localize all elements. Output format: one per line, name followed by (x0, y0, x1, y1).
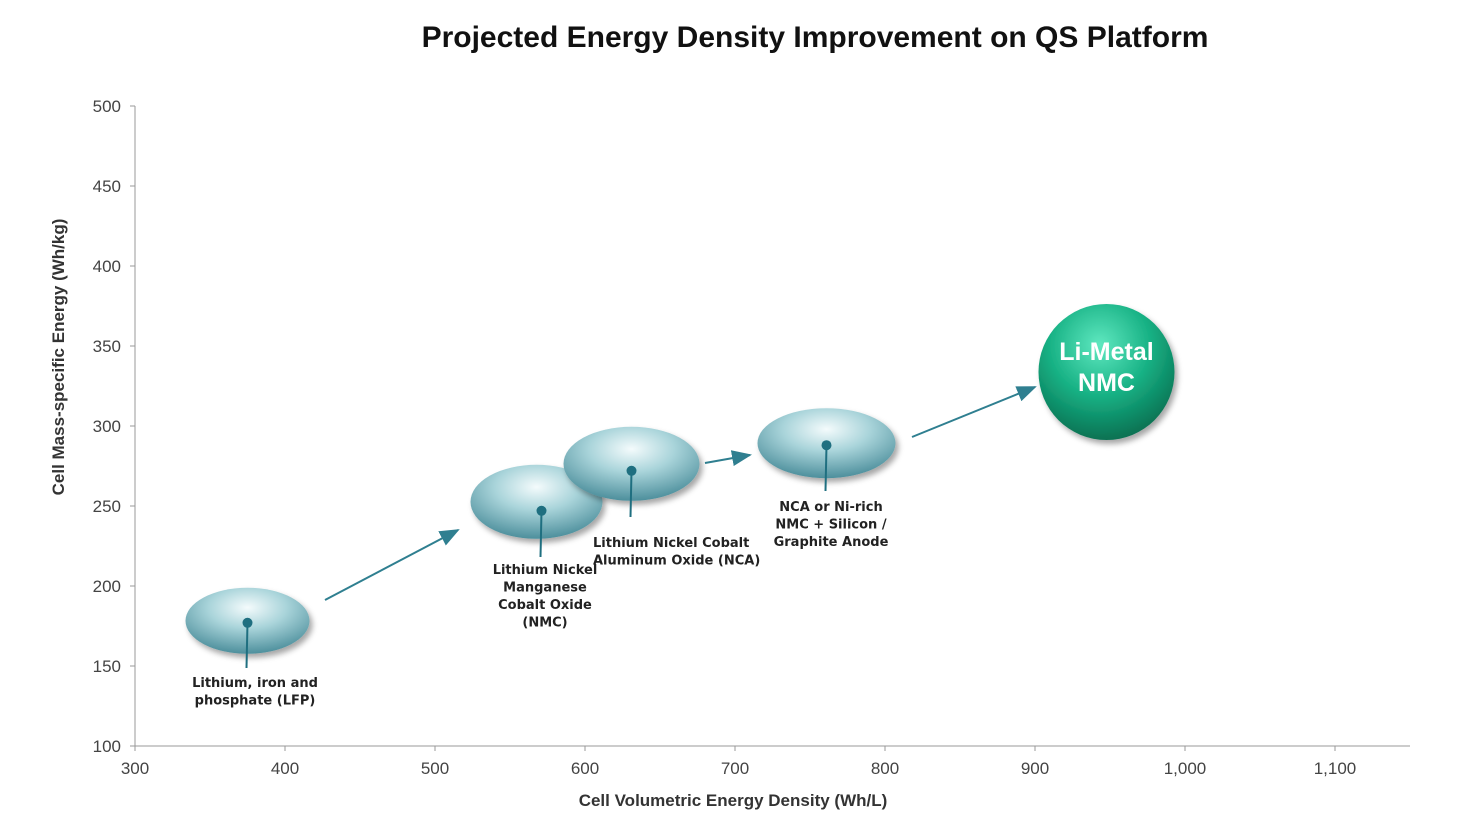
y-tick-label: 100 (93, 737, 121, 756)
point-label: Aluminum Oxide (NCA) (593, 554, 760, 569)
y-axis-title: Cell Mass-specific Energy (Wh/kg) (49, 219, 68, 496)
point-label: phosphate (LFP) (195, 694, 316, 709)
x-tick-label: 600 (571, 759, 599, 778)
data-point (242, 617, 253, 628)
point-label: Graphite Anode (774, 535, 889, 550)
point-label: Lithium, iron and (192, 676, 318, 691)
li-metal-nmc-bubble (1038, 304, 1175, 440)
x-tick-label: 1,000 (1164, 759, 1207, 778)
x-tick-label: 400 (271, 759, 299, 778)
point-label: Cobalt Oxide (498, 598, 592, 613)
li-metal-nmc-label: NMC (1078, 369, 1135, 397)
point-label: Manganese (503, 581, 587, 596)
data-point (821, 440, 832, 451)
progression-arrow (911, 386, 1037, 438)
point-label: NMC + Silicon / (775, 518, 886, 533)
y-tick-label: 400 (93, 257, 121, 276)
x-axis-title: Cell Volumetric Energy Density (Wh/L) (579, 791, 888, 810)
y-tick-label: 150 (93, 657, 121, 676)
x-tick-label: 800 (871, 759, 899, 778)
x-tick-label: 900 (1021, 759, 1049, 778)
leader-line (824, 445, 828, 492)
x-tick-label: 500 (421, 759, 449, 778)
y-tick-label: 500 (93, 97, 121, 116)
y-tick-label: 200 (93, 577, 121, 596)
data-point (626, 465, 637, 476)
chemistry-bubble (470, 464, 603, 539)
chart-title: Projected Energy Density Improvement on … (422, 21, 1209, 54)
li-metal-nmc-label: Li-Metal (1059, 338, 1153, 366)
leader-line (245, 622, 249, 669)
x-tick-label: 300 (121, 759, 149, 778)
point-label: Lithium Nickel (493, 563, 598, 578)
y-tick-label: 450 (93, 177, 121, 196)
chemistry-bubble (563, 426, 700, 501)
leader-line (539, 510, 543, 558)
data-point (536, 505, 547, 516)
y-tick-label: 250 (93, 497, 121, 516)
leader-line (629, 470, 633, 518)
y-tick-label: 300 (93, 417, 121, 436)
x-tick-label: 700 (721, 759, 749, 778)
point-label: Lithium Nickel Cobalt (593, 536, 749, 551)
x-tick-label: 1,100 (1314, 759, 1357, 778)
point-label: NCA or Ni-rich (779, 500, 882, 515)
y-tick-label: 350 (93, 337, 121, 356)
point-label: (NMC) (522, 616, 567, 631)
progression-arrow (324, 529, 460, 601)
progression-arrow (704, 450, 752, 467)
